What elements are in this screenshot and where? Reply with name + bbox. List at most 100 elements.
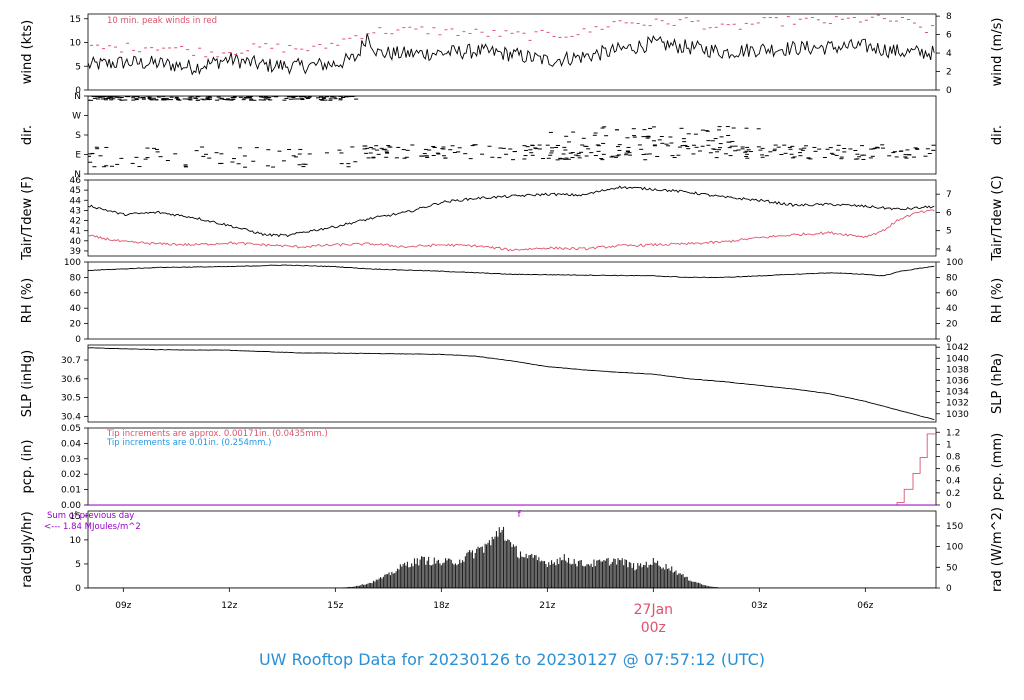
dir-left-tick-label: E	[75, 151, 81, 161]
rh-right-tick-label: 0	[946, 335, 952, 345]
rad-plot-area	[88, 526, 936, 588]
rh-panel-frame	[87, 261, 937, 340]
pcp-left-tick-label: 0.00	[61, 501, 81, 511]
pcp-left-tick-label: 0.01	[61, 486, 81, 496]
wind-right-tick-label: 6	[946, 31, 952, 41]
slp-right-tick-label: 1042	[946, 343, 969, 353]
pcp-right-tick-label: 1.2	[946, 428, 960, 438]
wind-left-tick-label: 0	[75, 86, 81, 96]
temp-ylabel-right: Tair/Tdew (C)	[990, 175, 1005, 261]
rh-right-tick-label: 80	[946, 273, 958, 283]
temp-left-tick-label: 41	[70, 227, 81, 237]
x-tick-label: 15z	[327, 601, 343, 611]
wind-left-tick-label: 10	[70, 39, 82, 49]
rh-left-tick-label: 40	[70, 304, 82, 314]
wind-panel-frame	[87, 13, 937, 91]
temp-left-tick-label: 39	[70, 247, 82, 257]
temp-right-tick-label: 5	[946, 227, 952, 237]
pcp-right-tick-label: 0.4	[946, 477, 961, 487]
wind-right-tick-label: 0	[946, 86, 952, 96]
temp-ylabel-left: Tair/Tdew (F)	[20, 176, 35, 261]
slp-right-tick-label: 1038	[946, 365, 969, 375]
rad-right-tick-label: 0	[946, 584, 952, 594]
x-tick-label: 06z	[857, 601, 873, 611]
pcp-right-tick-label: 0.8	[946, 452, 961, 462]
wind-left-tick-label: 15	[70, 15, 81, 25]
pcp-left-tick-label: 0.04	[61, 439, 81, 449]
x-tick-label: 09z	[115, 601, 131, 611]
rh-left-tick-label: 100	[64, 258, 81, 268]
slp-right-tick-label: 1030	[946, 410, 969, 420]
pcp-left-tick-label: 0.02	[61, 470, 81, 480]
rh-right-tick-label: 20	[946, 320, 958, 330]
slp-left-tick-label: 30.7	[61, 356, 81, 366]
slp-plot-area	[88, 347, 935, 421]
page-title: UW Rooftop Data for 20230126 to 20230127…	[258, 650, 766, 669]
rh-ylabel-right: RH (%)	[990, 278, 1005, 323]
temp-right-tick-label: 6	[946, 208, 952, 218]
rad-left-tick-label: 15	[70, 512, 81, 522]
rh-left-tick-label: 0	[75, 335, 81, 345]
temp-left-tick-label: 40	[70, 237, 82, 247]
temp-right-tick-label: 4	[946, 245, 952, 255]
wind-right-tick-label: 4	[946, 49, 952, 59]
pcp-left-tick-label: 0.05	[61, 424, 81, 434]
x-day-label: 27Jan	[634, 602, 673, 618]
slp-left-tick-label: 30.6	[61, 375, 81, 385]
x-tick-label: 03z	[751, 601, 767, 611]
slp-right-tick-label: 1032	[946, 399, 969, 409]
dir-left-tick-label: N	[74, 92, 81, 102]
wind-plot-area	[88, 14, 935, 76]
rh-ylabel-left: RH (%)	[20, 278, 35, 323]
wind-right-tick-label: 8	[946, 12, 952, 22]
rad-ylabel-left: rad(Lgly/hr)	[20, 511, 35, 587]
rh-left-tick-label: 60	[70, 289, 82, 299]
pcp-right-tick-label: 0.6	[946, 465, 961, 475]
dir-left-tick-label: N	[74, 170, 81, 180]
wind-ylabel-left: wind (kts)	[20, 20, 35, 84]
dir-left-tick-label: S	[75, 131, 81, 141]
rad-left-tick-label: 0	[75, 584, 81, 594]
temp-right-tick-label: 7	[946, 190, 952, 200]
wind-peak-annotation: 10 min. peak winds in red	[107, 16, 217, 26]
pcp-right-tick-label: 0.2	[946, 489, 960, 499]
x-tick-label: 21z	[539, 601, 555, 611]
rad-right-tick-label: 100	[946, 543, 963, 553]
slp-left-tick-label: 30.5	[61, 394, 81, 404]
rad-right-tick-label: 50	[946, 563, 958, 573]
dir-plot-area	[88, 96, 936, 168]
rad-left-tick-label: 10	[70, 536, 82, 546]
dir-ylabel-left: dir.	[20, 125, 35, 145]
temp-series-line	[88, 185, 935, 238]
wind-series-line	[88, 33, 935, 76]
slp-right-tick-label: 1040	[946, 354, 969, 364]
rad-right-tick-label: 150	[946, 522, 963, 532]
wind-right-tick-label: 2	[946, 68, 952, 78]
slp-series-line	[88, 347, 935, 421]
pcp-tip-note-exact: Tip increments are 0.01in. (0.254mm.)	[106, 438, 271, 448]
rad-ylabel-right: rad (W/m^2)	[990, 507, 1005, 592]
x-tick-label: 18z	[433, 601, 449, 611]
temp-plot-area	[88, 185, 935, 252]
pcp-left-tick-label: 0.03	[61, 455, 81, 465]
slp-ylabel-left: SLP (inHg)	[20, 350, 35, 418]
temp-left-tick-label: 43	[70, 206, 81, 216]
x-tick-label: 12z	[221, 601, 237, 611]
rad-left-tick-label: 5	[75, 560, 81, 570]
pcp-right-tick-label: 1	[946, 440, 952, 450]
rh-left-tick-label: 80	[70, 273, 82, 283]
rh-plot-area	[88, 264, 935, 279]
temp-left-tick-label: 45	[70, 186, 81, 196]
rad-sum-label: Sum of previous day	[47, 511, 134, 521]
temp-left-tick-label: 46	[70, 176, 82, 186]
rh-right-tick-label: 60	[946, 289, 958, 299]
wind-ylabel-right: wind (m/s)	[990, 18, 1005, 87]
dir-ylabel-right: dir.	[990, 125, 1005, 145]
temp-panel-frame	[87, 179, 937, 257]
temp-series-line	[88, 209, 935, 252]
slp-right-tick-label: 1034	[946, 388, 969, 398]
rad-marker-f: f	[518, 510, 522, 520]
wind-left-tick-label: 5	[75, 62, 81, 72]
rh-series-line	[88, 264, 935, 279]
